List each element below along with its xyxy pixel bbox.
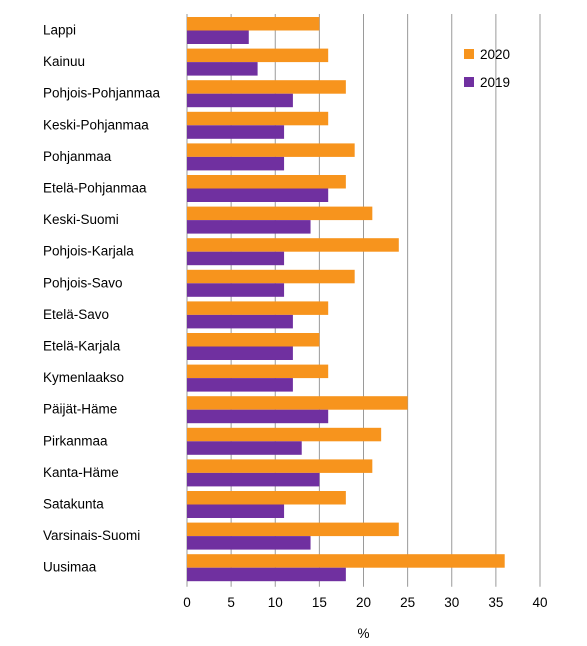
category-label: Pohjois-Savo [43,275,123,290]
bar-2019 [187,220,311,234]
category-label: Pohjois-Pohjanmaa [43,86,161,101]
bar-2020 [187,522,399,537]
x-tick-label: 25 [400,595,415,610]
bar-2020 [187,48,329,63]
category-label: Pohjanmaa [43,149,112,164]
category-label: Pohjois-Karjala [43,244,134,259]
x-tick-label: 15 [312,595,327,610]
bar-2020 [187,427,382,442]
bar-2019 [187,409,329,424]
bar-2020 [187,238,399,252]
legend-swatch-2019 [464,77,474,87]
legend-label-2020: 2020 [480,47,510,62]
bar-2020 [187,111,329,126]
bar-2020 [187,554,505,568]
x-tick-labels: 0 5 10 15 20 25 30 35 40 [183,595,547,610]
bar-2020 [187,269,355,284]
bar-2019 [187,188,329,202]
legend: 2020 2019 [464,47,510,90]
category-label: Varsinais-Suomi [43,528,140,543]
bar-2019 [187,378,293,392]
bar-2020 [187,175,346,189]
bar-2020 [187,491,346,505]
legend-swatch-2020 [464,49,474,59]
bar-2020 [187,80,346,94]
category-labels: Lappi Kainuu Pohjois-Pohjanmaa Keski-Pohjan… [43,23,161,575]
bar-2019 [187,93,293,108]
bar-2019 [187,314,293,329]
category-label: Kymenlaakso [43,370,124,385]
bar-2019 [187,283,285,297]
category-label: Päijät-Häme [43,402,117,417]
bar-2020 [187,396,408,410]
x-tick-label: 10 [268,595,283,610]
bar-2019 [187,156,285,171]
bar-2019 [187,30,249,44]
bar-2020 [187,364,329,379]
bar-2020 [187,143,355,157]
category-label: Etelä-Karjala [43,339,121,354]
category-label: Lappi [43,23,76,38]
bar-2019 [187,504,285,518]
category-label: Satakunta [43,497,104,512]
bar-2019 [187,346,293,360]
bar-2020 [187,459,373,473]
x-tick-label: 5 [227,595,235,610]
category-label: Keski-Pohjanmaa [43,117,149,132]
x-tick-label: 20 [356,595,371,610]
category-label: Etelä-Savo [43,307,109,322]
bar-2019 [187,441,302,455]
bar-2020 [187,206,373,221]
category-label: Kainuu [43,54,85,69]
bar-2020 [187,301,329,315]
category-label: Pirkanmaa [43,433,108,448]
category-label: Keski-Suomi [43,212,119,227]
bar-2019 [187,125,285,139]
bar-2019 [187,62,258,76]
category-label: Kanta-Häme [43,465,119,480]
category-label: Uusimaa [43,560,97,575]
x-tick-label: 30 [444,595,459,610]
bar-2019 [187,472,320,487]
x-axis-title: % [357,626,369,641]
bar-2020 [187,333,320,347]
x-tick-label: 0 [183,595,191,610]
x-tick-label: 35 [488,595,503,610]
bar-2019 [187,567,346,582]
bar-2020 [187,17,320,31]
bar-2019 [187,536,311,550]
gridlines [186,14,541,587]
legend-label-2019: 2019 [480,75,510,90]
category-label: Etelä-Pohjanmaa [43,181,147,196]
bar-2019 [187,251,285,266]
bars [187,17,505,582]
x-tick-label: 40 [532,595,547,610]
